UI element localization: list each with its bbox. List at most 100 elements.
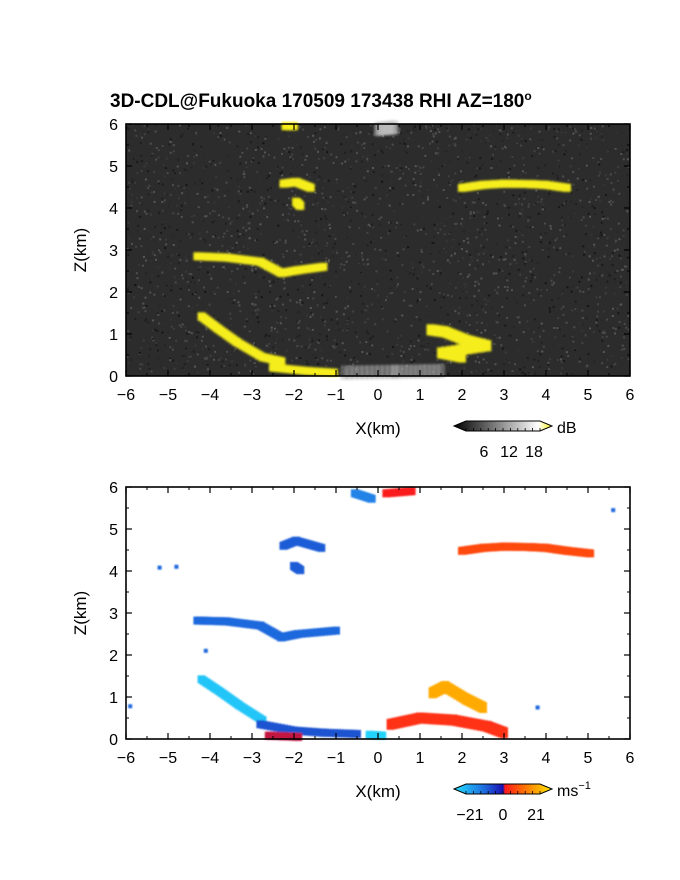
noise-speck [454, 143, 457, 146]
noise-speck [415, 316, 418, 319]
noise-speck [554, 239, 557, 242]
noise-speck [479, 157, 482, 160]
noise-speck [228, 327, 231, 330]
noise-speck [392, 146, 395, 149]
noise-speck [398, 131, 401, 134]
noise-speck [482, 299, 485, 302]
noise-speck [361, 189, 364, 192]
noise-speck [208, 348, 211, 351]
noise-speck [184, 202, 187, 205]
noise-speck [325, 335, 328, 338]
noise-speck [361, 143, 364, 146]
noise-speck [181, 274, 184, 277]
feature-cell [458, 351, 466, 363]
noise-speck [475, 133, 478, 136]
noise-speck [595, 198, 598, 201]
noise-speck [327, 348, 330, 351]
noise-speck [510, 224, 513, 227]
noise-speck [590, 233, 593, 236]
noise-speck [301, 301, 304, 304]
noise-speck [178, 324, 181, 327]
noise-speck [138, 234, 141, 237]
noise-speck [399, 349, 402, 352]
noise-speck [194, 291, 197, 294]
noise-speck [315, 204, 318, 207]
noise-speck [264, 137, 267, 140]
noise-speck [492, 153, 495, 156]
noise-speck [514, 363, 517, 366]
noise-speck [392, 187, 395, 190]
noise-speck [541, 308, 544, 311]
noise-speck [609, 245, 612, 248]
noise-speck [480, 277, 483, 280]
noise-speck [186, 332, 189, 335]
noise-speck [529, 216, 532, 219]
noise-speck [427, 188, 430, 191]
noise-speck [552, 284, 555, 287]
noise-speck [248, 237, 251, 240]
noise-speck [477, 253, 480, 256]
noise-speck [348, 195, 351, 198]
noise-speck [265, 177, 268, 180]
noise-speck [294, 220, 297, 223]
noise-speck [372, 193, 375, 196]
noise-speck [193, 156, 196, 159]
noise-speck [539, 335, 542, 338]
noise-speck [232, 301, 235, 304]
noise-speck [329, 196, 332, 199]
feature-cell [460, 343, 469, 355]
noise-speck [257, 136, 260, 139]
noise-speck [438, 130, 441, 133]
noise-speck [234, 192, 237, 195]
noise-speck [344, 151, 347, 154]
noise-speck [380, 216, 383, 219]
noise-speck [355, 335, 358, 338]
noise-speck [499, 160, 502, 163]
noise-speck [303, 195, 306, 198]
noise-speck [303, 233, 306, 236]
noise-speck [397, 337, 400, 340]
noise-speck [608, 274, 611, 277]
noise-speck [346, 305, 349, 308]
noise-speck [453, 252, 456, 255]
noise-speck [301, 230, 304, 233]
noise-speck [425, 233, 428, 236]
noise-speck [150, 154, 153, 157]
noise-speck [272, 280, 275, 283]
noise-speck [191, 306, 194, 309]
noise-speck [588, 211, 591, 214]
noise-speck [346, 255, 349, 258]
noise-speck [529, 270, 532, 273]
noise-speck [561, 203, 564, 206]
noise-speck [517, 178, 520, 181]
noise-speck [299, 125, 302, 128]
noise-speck [590, 284, 593, 287]
noise-speck [257, 128, 260, 131]
noise-speck [509, 334, 512, 337]
noise-speck [166, 154, 169, 157]
noise-speck [605, 286, 608, 289]
feature-cell [174, 564, 179, 569]
noise-speck [493, 124, 496, 127]
noise-speck [553, 127, 556, 130]
noise-speck [314, 185, 317, 188]
noise-speck [518, 202, 521, 205]
noise-speck [376, 150, 379, 153]
noise-speck [463, 367, 466, 370]
noise-speck [295, 301, 298, 304]
noise-speck [341, 206, 344, 209]
noise-speck [314, 356, 317, 359]
noise-speck [492, 325, 495, 328]
noise-speck [433, 298, 436, 301]
noise-speck [410, 304, 413, 307]
noise-speck [279, 172, 282, 175]
y-tick-label: 6 [109, 480, 118, 497]
noise-speck [161, 201, 164, 204]
noise-speck [564, 337, 567, 340]
noise-speck [224, 267, 227, 270]
noise-speck [562, 144, 565, 147]
noise-speck [530, 259, 533, 262]
noise-speck [431, 124, 434, 127]
noise-speck [128, 237, 131, 240]
noise-speck [186, 219, 189, 222]
